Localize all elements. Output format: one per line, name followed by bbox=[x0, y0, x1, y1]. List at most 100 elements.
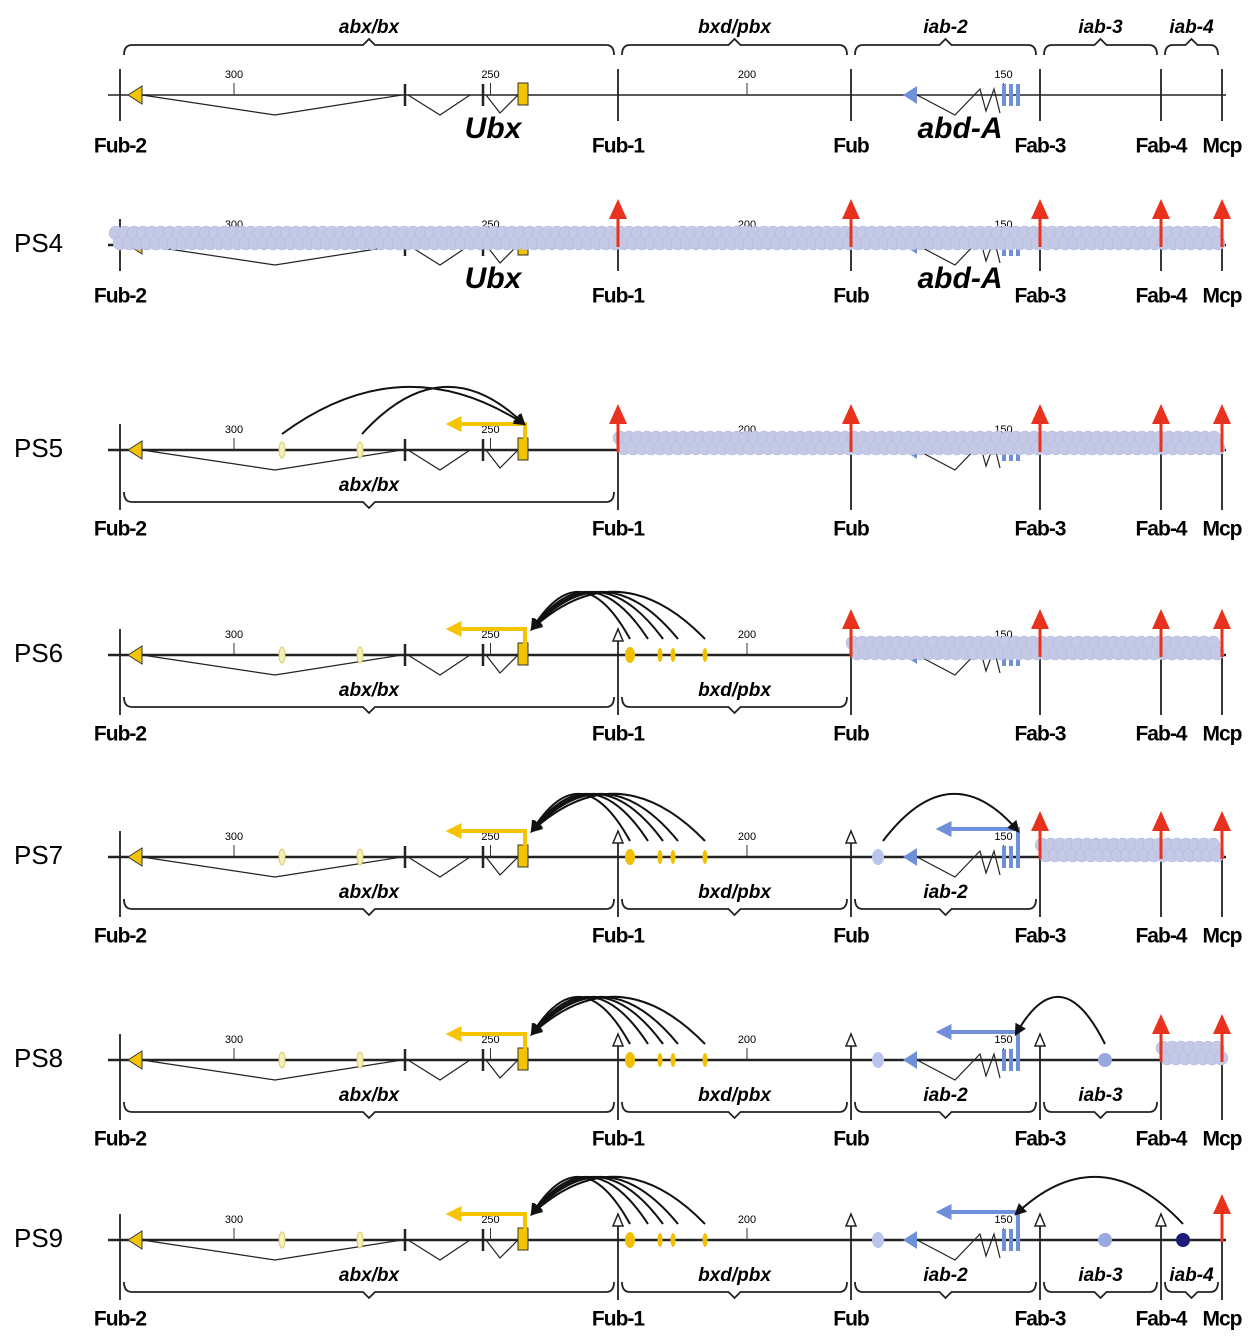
abda-exon bbox=[1009, 846, 1013, 868]
open-boundary-triangle bbox=[846, 1034, 856, 1046]
ubx-intron bbox=[142, 95, 402, 115]
domain-label: abx/bx bbox=[339, 1265, 401, 1286]
boundary-label: Fub bbox=[833, 135, 869, 158]
boundary-label: Fab-3 bbox=[1014, 925, 1065, 948]
active-boundary-arrow bbox=[1213, 199, 1231, 219]
enhancer bbox=[658, 850, 663, 864]
boundary-label: Fab-4 bbox=[1135, 1308, 1187, 1331]
boundary-label: Fub-2 bbox=[94, 925, 146, 948]
iab3-enhancer bbox=[1098, 1053, 1112, 1067]
enhancer bbox=[671, 1053, 676, 1067]
boundary-label: Fub-2 bbox=[94, 135, 146, 158]
domain-label: iab-3 bbox=[1078, 17, 1123, 38]
enhancer bbox=[872, 1052, 884, 1068]
active-boundary-arrow bbox=[609, 404, 627, 424]
scale-label: 200 bbox=[738, 831, 756, 843]
open-boundary-triangle bbox=[613, 629, 623, 641]
abda-promoter-triangle bbox=[903, 848, 917, 866]
regulatory-arc bbox=[532, 592, 678, 639]
abda-exon bbox=[1009, 84, 1013, 106]
active-boundary-arrow bbox=[1213, 1014, 1231, 1034]
boundary-label: Fub-2 bbox=[94, 1308, 146, 1331]
ubx-intron bbox=[408, 1240, 518, 1260]
domain-label: iab-2 bbox=[923, 1265, 968, 1286]
domain-label: abx/bx bbox=[339, 17, 401, 38]
ubx-exon-box bbox=[518, 1228, 528, 1250]
domain-bracket bbox=[855, 39, 1036, 55]
row-label: PS8 bbox=[14, 1043, 63, 1073]
boundary-label: Fab-3 bbox=[1014, 518, 1065, 541]
boundary-label: Mcp bbox=[1203, 1308, 1242, 1331]
active-boundary-arrow bbox=[1152, 404, 1170, 424]
gene-label: abd-A bbox=[918, 262, 1003, 295]
active-boundary-arrow bbox=[1152, 199, 1170, 219]
enhancer bbox=[703, 1233, 708, 1247]
domain-label: bxd/pbx bbox=[698, 1085, 772, 1106]
ubx-exon-box bbox=[518, 1048, 528, 1070]
boundary-label: Fub bbox=[833, 1128, 869, 1151]
abda-promoter-triangle bbox=[903, 86, 917, 104]
domain-label: iab-3 bbox=[1078, 1265, 1123, 1286]
abda-exon bbox=[1016, 84, 1020, 106]
domain-bracket bbox=[1044, 39, 1157, 55]
abda-promoter-triangle bbox=[903, 1231, 917, 1249]
scale-label: 200 bbox=[738, 629, 756, 641]
abda-intron bbox=[917, 1234, 1000, 1260]
ubx-intron bbox=[408, 1060, 518, 1080]
boundary-label: Mcp bbox=[1203, 135, 1242, 158]
active-boundary-arrow bbox=[842, 609, 860, 629]
domain-label: abx/bx bbox=[339, 475, 401, 496]
boundary-label: Fub-2 bbox=[94, 285, 146, 308]
ubx-intron bbox=[408, 857, 518, 877]
scale-label: 300 bbox=[225, 1214, 243, 1226]
ubx-exon-box bbox=[518, 83, 528, 105]
abda-exon bbox=[1016, 1229, 1020, 1251]
active-boundary-arrow bbox=[1031, 811, 1049, 831]
abda-exon bbox=[1002, 1049, 1006, 1071]
boundary-label: Fab-3 bbox=[1014, 135, 1065, 158]
iab3-enhancer bbox=[1098, 1233, 1112, 1247]
boundary-label: Mcp bbox=[1203, 1128, 1242, 1151]
open-boundary-triangle bbox=[613, 1034, 623, 1046]
enhancer bbox=[357, 442, 363, 458]
enhancer bbox=[357, 1052, 363, 1068]
enhancer bbox=[703, 648, 708, 662]
enhancer bbox=[703, 850, 708, 864]
abda-promoter-triangle bbox=[903, 1051, 917, 1069]
regulatory-arc bbox=[1016, 997, 1105, 1044]
boundary-label: Fab-3 bbox=[1014, 1128, 1065, 1151]
open-boundary-triangle bbox=[613, 1214, 623, 1226]
ubx-promoter-triangle bbox=[128, 86, 142, 104]
boundary-label: Fub bbox=[833, 723, 869, 746]
boundary-label: Fub bbox=[833, 518, 869, 541]
boundary-label: Fub-1 bbox=[592, 135, 645, 158]
active-boundary-arrow bbox=[842, 404, 860, 424]
domain-bracket bbox=[622, 39, 847, 55]
ubx-promoter-triangle bbox=[128, 1231, 142, 1249]
enhancer bbox=[279, 849, 285, 865]
enhancer bbox=[357, 647, 363, 663]
row-label: PS9 bbox=[14, 1223, 63, 1253]
ubx-exon-box bbox=[518, 643, 528, 665]
ubx-exon-box bbox=[518, 438, 528, 460]
enhancer bbox=[279, 442, 285, 458]
domain-label: iab-2 bbox=[923, 1085, 968, 1106]
scale-label: 200 bbox=[738, 69, 756, 81]
domain-label: bxd/pbx bbox=[698, 1265, 772, 1286]
bithorax-diagram: Fub-2Fub-1FubFab-3Fab-4Mcp300250200150Ub… bbox=[0, 0, 1253, 1336]
enhancer bbox=[279, 1232, 285, 1248]
gene-label: Ubx bbox=[465, 112, 523, 145]
domain-label: abx/bx bbox=[339, 882, 401, 903]
open-boundary-triangle bbox=[846, 831, 856, 843]
domain-label: iab-4 bbox=[1169, 1265, 1214, 1286]
open-boundary-triangle bbox=[613, 831, 623, 843]
ubx-promoter-triangle bbox=[128, 1051, 142, 1069]
active-boundary-arrow bbox=[1031, 404, 1049, 424]
active-boundary-arrow bbox=[1152, 609, 1170, 629]
row-label: PS6 bbox=[14, 638, 63, 668]
ubx-intron bbox=[408, 655, 518, 675]
enhancer bbox=[625, 647, 635, 663]
open-boundary-triangle bbox=[1035, 1214, 1045, 1226]
enhancer bbox=[658, 1053, 663, 1067]
domain-label: iab-3 bbox=[1078, 1085, 1123, 1106]
